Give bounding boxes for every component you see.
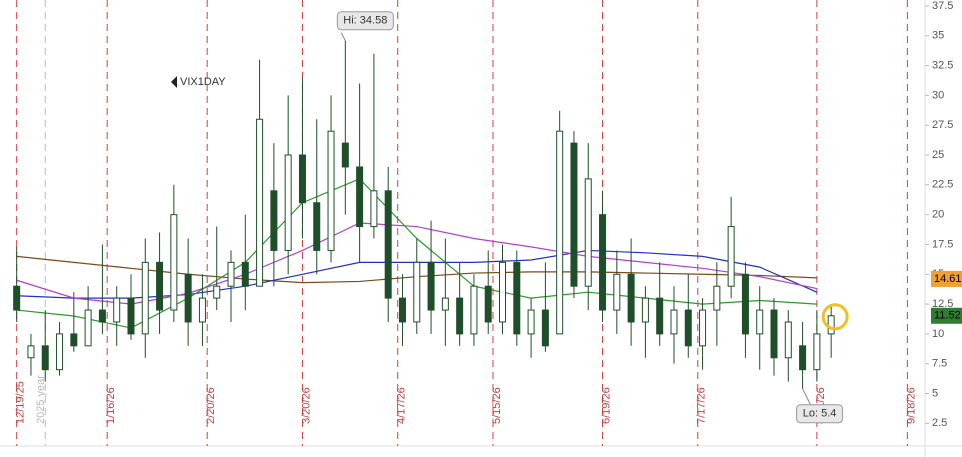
candle-body (499, 261, 507, 323)
candle-body (27, 345, 35, 359)
candle-body (513, 261, 521, 335)
y-tick-label: 25 (932, 149, 944, 161)
y-tick-label: 37.5 (932, 0, 953, 12)
candle-body (113, 297, 121, 323)
y-tick-label: 5 (932, 387, 938, 399)
highlight-circle (821, 303, 849, 331)
candle-body (341, 142, 349, 168)
hi-pointer (340, 32, 346, 42)
candle-body (270, 190, 278, 251)
price-label: 11.52 (934, 310, 961, 322)
candle-body (156, 261, 164, 311)
x-tick-label: 7/17/26 (696, 387, 708, 424)
y-tick-label: 27.5 (932, 119, 953, 131)
y-tick-label: 17.5 (932, 238, 953, 250)
candle-body (713, 285, 721, 311)
candle-body (356, 166, 364, 228)
y-tick-label: 20 (932, 209, 944, 221)
y-tick-label: 35 (932, 30, 944, 42)
price-box (931, 307, 962, 324)
candle-body (227, 261, 235, 287)
y-tick-label: 30 (932, 89, 944, 101)
y-tick-label: 12.5 (932, 298, 953, 310)
hi-box (336, 11, 394, 31)
candle-body (298, 154, 306, 204)
candle-body (613, 273, 621, 311)
candle-body (241, 261, 249, 287)
lo-pointer (802, 388, 812, 405)
candle-body (98, 309, 106, 323)
candle-body (84, 309, 92, 347)
y-tick-label: 2.5 (932, 417, 947, 429)
candle-body (384, 190, 392, 299)
candle-body (541, 309, 549, 347)
x-tick-label: 6/19/26 (600, 387, 612, 424)
candle-body (813, 333, 821, 371)
candle-body (441, 297, 449, 311)
candle-body (327, 130, 335, 251)
candle-body (13, 285, 21, 311)
candle-body (727, 226, 735, 287)
candle-body (370, 190, 378, 228)
y-tick-label: 10 (932, 328, 944, 340)
x-tick-label: 4/17/26 (396, 387, 408, 424)
candle-body (799, 345, 807, 371)
candle-body (256, 118, 264, 287)
candle-body (599, 214, 607, 311)
candle-body (756, 309, 764, 335)
candle-body (470, 285, 478, 335)
candle-body (398, 297, 406, 323)
candle-body (284, 154, 292, 251)
candle-body (584, 178, 592, 287)
candle-body (41, 345, 49, 371)
candle-body (213, 285, 221, 299)
candle-body (184, 273, 192, 323)
candle-body (770, 309, 778, 359)
hi-label: Hi: 34.58 (343, 15, 387, 27)
y-tick-label: 7.5 (932, 358, 947, 370)
candle-body (784, 321, 792, 359)
candle-body (641, 297, 649, 323)
candle-body (656, 297, 664, 335)
x-tick-label: 3/20/26 (300, 387, 312, 424)
symbol-label: VIX1DAY (180, 76, 226, 88)
moving-average (16, 222, 817, 305)
candle-body (427, 261, 435, 311)
y-tick-label: 22.5 (932, 179, 953, 191)
x-tick-label: 2/20/26 (205, 387, 217, 424)
x-tick-label: 5/15/26 (491, 387, 503, 424)
x-tick-label: 1/16/26 (105, 387, 117, 424)
symbol-arrow (171, 76, 177, 88)
candle-body (570, 142, 578, 287)
x-tick-label: 9/18/26 (905, 387, 917, 424)
candle-body (627, 273, 635, 323)
x-tick-label: 12/19/25 (15, 381, 27, 424)
candle-body (70, 333, 78, 347)
candle-body (313, 202, 321, 251)
candle-body (484, 285, 492, 323)
candle-body (127, 297, 135, 335)
candle-body (827, 315, 835, 335)
price-label: 14.61 (934, 273, 962, 285)
lo-label: Lo: 5.4 (803, 408, 837, 420)
candle-body (456, 297, 464, 335)
candle-body (684, 309, 692, 347)
candle-body (413, 261, 421, 323)
candle-body (141, 261, 149, 335)
candle-body (556, 130, 564, 335)
candle-body (198, 297, 206, 323)
y-tick-label: 32.5 (932, 59, 953, 71)
price-box (931, 270, 962, 287)
candle-body (56, 333, 64, 371)
candle-body (699, 309, 707, 347)
candle-body (741, 273, 749, 335)
year-label: 2025 year (35, 375, 47, 424)
lo-box (796, 404, 844, 424)
candle-body (670, 309, 678, 335)
candle-body (170, 214, 178, 311)
candle-body (527, 309, 535, 335)
